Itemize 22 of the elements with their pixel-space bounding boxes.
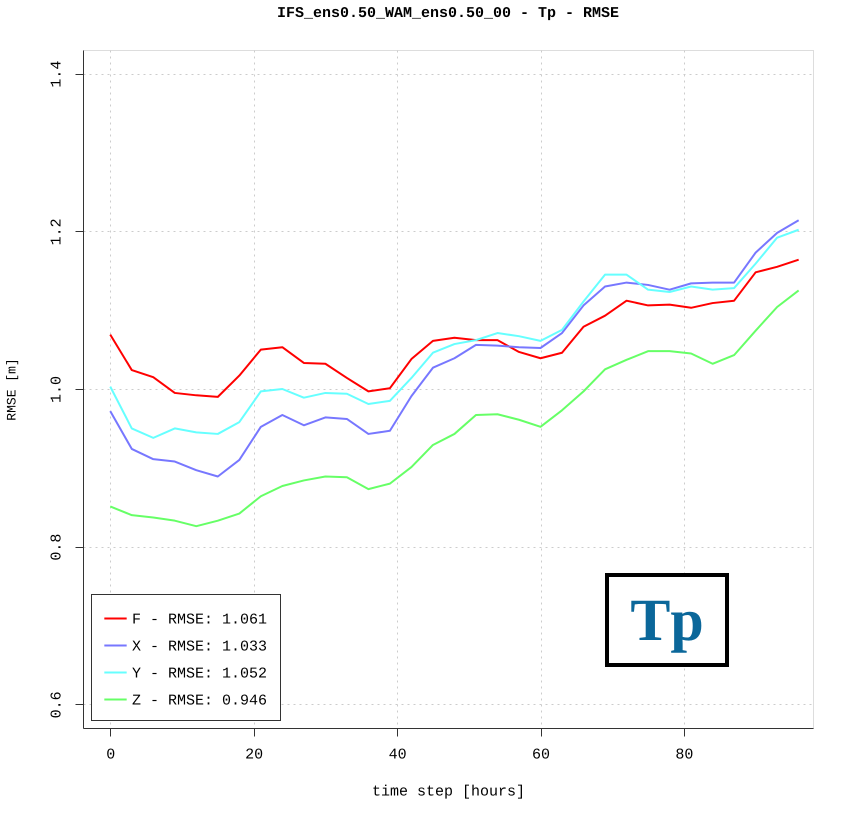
y-tick-label: 0.8 <box>48 534 66 561</box>
x-tick-label: 40 <box>388 746 407 764</box>
y-tick-label: 0.6 <box>48 691 66 718</box>
legend-label: Z - RMSE: 0.946 <box>132 692 268 710</box>
y-tick-label: 1.2 <box>48 218 66 246</box>
legend-label: X - RMSE: 1.033 <box>132 638 268 656</box>
annotation: Tp <box>630 587 704 653</box>
y-tick-label: 1.4 <box>48 60 66 88</box>
line-series <box>109 219 800 478</box>
line-series <box>109 228 800 439</box>
x-tick-label: 80 <box>675 746 694 764</box>
line-series <box>109 289 800 528</box>
x-tick-label: 20 <box>245 746 264 764</box>
legend-label: F - RMSE: 1.061 <box>132 612 268 628</box>
legend-label: Y - RMSE: 1.052 <box>132 666 268 682</box>
line-series <box>109 258 800 398</box>
x-tick-label: 0 <box>106 746 116 764</box>
x-tick-label: 60 <box>532 746 550 764</box>
chart-title: IFS_ens0.50_WAM_ens0.50_00 - Tp - RMSE <box>276 5 620 22</box>
x-axis-title: time step [hours] <box>372 784 526 800</box>
y-tick-label: 1.0 <box>48 376 66 404</box>
y-axis-title: RMSE [m] <box>4 358 20 421</box>
